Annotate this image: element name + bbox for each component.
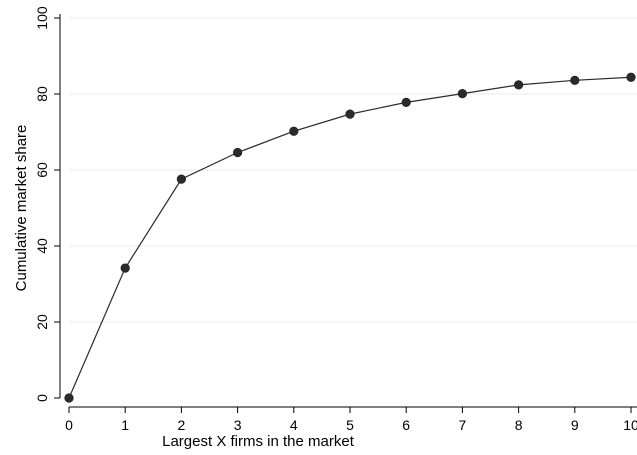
x-tick-label-0: 0 xyxy=(65,417,73,433)
x-tick-label-1: 1 xyxy=(121,417,129,433)
y-tick-label-40: 40 xyxy=(34,238,50,254)
y-tick-label-60: 60 xyxy=(34,162,50,178)
series-line-0 xyxy=(68,76,632,399)
data-point-0 xyxy=(64,393,74,403)
y-tick-label-0: 0 xyxy=(34,394,50,402)
y-axis-ticks: 0 20 40 60 80 100 xyxy=(34,6,60,402)
x-tick-label-9: 9 xyxy=(571,417,579,433)
data-point-2 xyxy=(176,174,186,184)
data-point-3 xyxy=(233,147,243,158)
x-tick-label-2: 2 xyxy=(178,417,186,433)
y-axis-title: Cumulative market share xyxy=(13,125,30,292)
x-tick-label-7: 7 xyxy=(459,417,467,433)
x-tick-label-6: 6 xyxy=(402,417,410,433)
x-tick-label-3: 3 xyxy=(234,417,242,433)
y-tick-label-100: 100 xyxy=(34,6,50,30)
data-point-6 xyxy=(401,97,411,107)
data-point-10 xyxy=(626,72,636,82)
data-point-9 xyxy=(570,75,580,85)
data-point-5 xyxy=(345,109,355,119)
y-tick-label-80: 80 xyxy=(34,86,50,102)
x-tick-label-5: 5 xyxy=(346,417,354,433)
x-axis-ticks: 0 1 2 3 4 5 6 7 8 9 10 xyxy=(65,407,637,433)
data-point-8 xyxy=(513,80,524,90)
x-tick-label-4: 4 xyxy=(290,417,298,433)
x-tick-label-8: 8 xyxy=(515,417,523,433)
data-point-4 xyxy=(289,126,299,136)
data-point-1 xyxy=(120,263,130,273)
data-point-7 xyxy=(457,89,468,99)
y-tick-label-20: 20 xyxy=(34,314,50,330)
grid-lines xyxy=(69,17,637,323)
x-tick-label-10: 10 xyxy=(623,417,637,433)
series-layer xyxy=(64,72,636,403)
x-axis-title: Largest X firms in the market xyxy=(162,433,355,450)
